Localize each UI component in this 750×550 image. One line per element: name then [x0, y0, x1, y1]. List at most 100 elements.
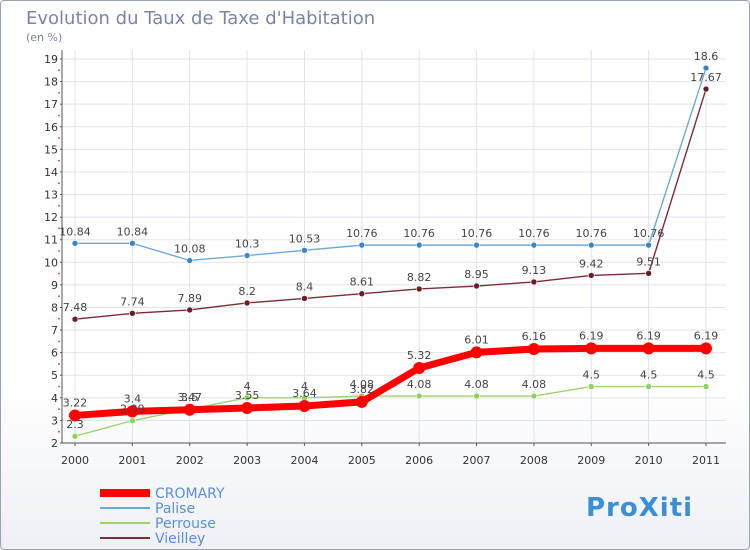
y-minor-tick: [58, 295, 60, 298]
y-minor-tick: [58, 430, 60, 433]
data-label-palise: 10.76: [518, 227, 550, 240]
data-label-cromary: 5.32: [407, 349, 432, 362]
data-label-perrouse: 3.5: [181, 391, 199, 404]
data-label-vieilley: 7.89: [177, 292, 202, 305]
data-label-cromary: 3.55: [235, 389, 260, 402]
data-label-vieilley: 8.2: [238, 285, 256, 298]
data-label-cromary: 3.47: [177, 391, 202, 404]
data-label-palise: 10.84: [117, 225, 149, 238]
data-point-vieilley: [71, 315, 79, 323]
data-point-palise: [530, 241, 538, 249]
data-label-perrouse: 4.08: [407, 378, 432, 391]
data-label-vieilley: 9.51: [636, 255, 661, 268]
data-point-palise: [415, 241, 423, 249]
x-tick-label: 2009: [577, 454, 605, 467]
x-tick-label: 2010: [635, 454, 663, 467]
y-tick-label: 3: [51, 414, 58, 427]
data-label-perrouse: 4.5: [640, 369, 658, 382]
y-minor-tick: [58, 272, 60, 275]
data-labels: 10.84 10.84 10.08 10.3 10.53 10.76 10.76 10.76 1…: [59, 50, 722, 431]
x-tick-label: 2005: [348, 454, 376, 467]
data-label-palise: 10.76: [633, 227, 665, 240]
data-point-perrouse: [415, 392, 423, 400]
series-line-vieilley: [74, 88, 707, 320]
data-point-vieilley: [358, 290, 366, 297]
data-label-cromary: 6.19: [636, 329, 661, 342]
legend-label-perrouse: Perrouse: [155, 516, 216, 532]
data-point-perrouse: [702, 383, 710, 390]
axes: 2 3 4 5 6 7 8 9 10 11 12 13 14 15 16 17 18 19 2000 2001 2002…: [44, 50, 726, 467]
y-minor-tick: [58, 159, 60, 162]
x-tick-label: 2006: [405, 454, 433, 467]
data-label-palise: 10.84: [59, 225, 91, 238]
y-tick-label: 15: [44, 143, 58, 156]
data-label-perrouse: 4.08: [522, 378, 547, 391]
data-label-cromary: 3.22: [63, 396, 88, 409]
data-point-vieilley: [415, 285, 423, 293]
y-tick-label: 8: [51, 301, 58, 314]
y-tick-label: 2: [51, 437, 58, 450]
data-point-cromary: [700, 342, 712, 355]
data-label-vieilley: 7.74: [120, 295, 145, 308]
data-label-cromary: 6.01: [464, 333, 489, 346]
data-point-perrouse: [71, 432, 79, 440]
data-point-vieilley: [186, 306, 194, 314]
data-point-cromary: [183, 403, 196, 416]
y-tick-label: 18: [44, 76, 58, 89]
data-label-cromary: 3.64: [292, 387, 317, 400]
data-point-perrouse: [587, 383, 595, 390]
x-tick-label: 2003: [233, 454, 261, 467]
y-minor-tick: [58, 69, 60, 72]
data-point-cromary: [585, 342, 598, 355]
data-label-vieilley: 9.13: [522, 264, 547, 277]
data-label-perrouse: 4.5: [583, 369, 601, 382]
y-tick-label: 13: [44, 189, 58, 202]
data-label-cromary: 6.16: [522, 330, 547, 343]
data-label-perrouse: 4: [301, 380, 308, 393]
series-line-cromary: [74, 344, 706, 419]
legend-label-palise: Palise: [155, 501, 195, 517]
data-point-perrouse: [129, 417, 136, 424]
data-label-palise: 10.3: [235, 238, 260, 251]
data-label-vieilley: 17.67: [690, 71, 722, 84]
data-label-perrouse: 2.3: [66, 418, 84, 431]
data-point-perrouse: [473, 392, 480, 400]
y-minor-tick: [58, 408, 60, 411]
proxiti-logo-text: ProXiti: [586, 493, 693, 523]
y-minor-tick: [58, 317, 60, 320]
x-tick-label: 2000: [61, 454, 89, 467]
data-label-perrouse: 4.08: [464, 378, 489, 391]
y-tick-label: 17: [44, 98, 58, 111]
data-point-vieilley: [301, 295, 308, 302]
data-point-cromary: [642, 342, 655, 355]
data-point-vieilley: [645, 270, 652, 277]
x-tick-label: 2011: [692, 454, 720, 467]
data-label-palise: 10.76: [461, 227, 493, 240]
proxiti-logo: ProXiti: [586, 493, 693, 523]
y-tick-label: 14: [44, 166, 58, 179]
chart-title: Evolution du Taux de Taxe d'Habitation: [26, 8, 375, 29]
data-label-perrouse: 2.99: [120, 403, 145, 416]
data-label-perrouse: 4: [244, 380, 251, 393]
data-label-vieilley: 9.42: [579, 257, 604, 270]
y-minor-tick: [58, 114, 60, 117]
data-point-cromary: [126, 405, 139, 418]
y-tick-label: 6: [51, 347, 58, 360]
data-label-palise: 10.08: [174, 242, 206, 255]
data-point-palise: [301, 247, 308, 254]
data-point-cromary: [298, 399, 311, 412]
data-point-cromary: [527, 343, 540, 356]
data-point-vieilley: [243, 299, 251, 307]
x-tick-label: 2007: [463, 454, 491, 467]
y-tick-label: 5: [51, 369, 58, 382]
data-label-palise: 10.76: [403, 227, 435, 240]
data-point-cromary: [241, 401, 254, 414]
y-minor-tick: [58, 227, 60, 230]
series-group: [69, 64, 712, 440]
chart-subtitle: (en %): [26, 31, 62, 44]
y-tick-label: 4: [51, 392, 58, 405]
x-tick-label: 2008: [520, 454, 548, 467]
